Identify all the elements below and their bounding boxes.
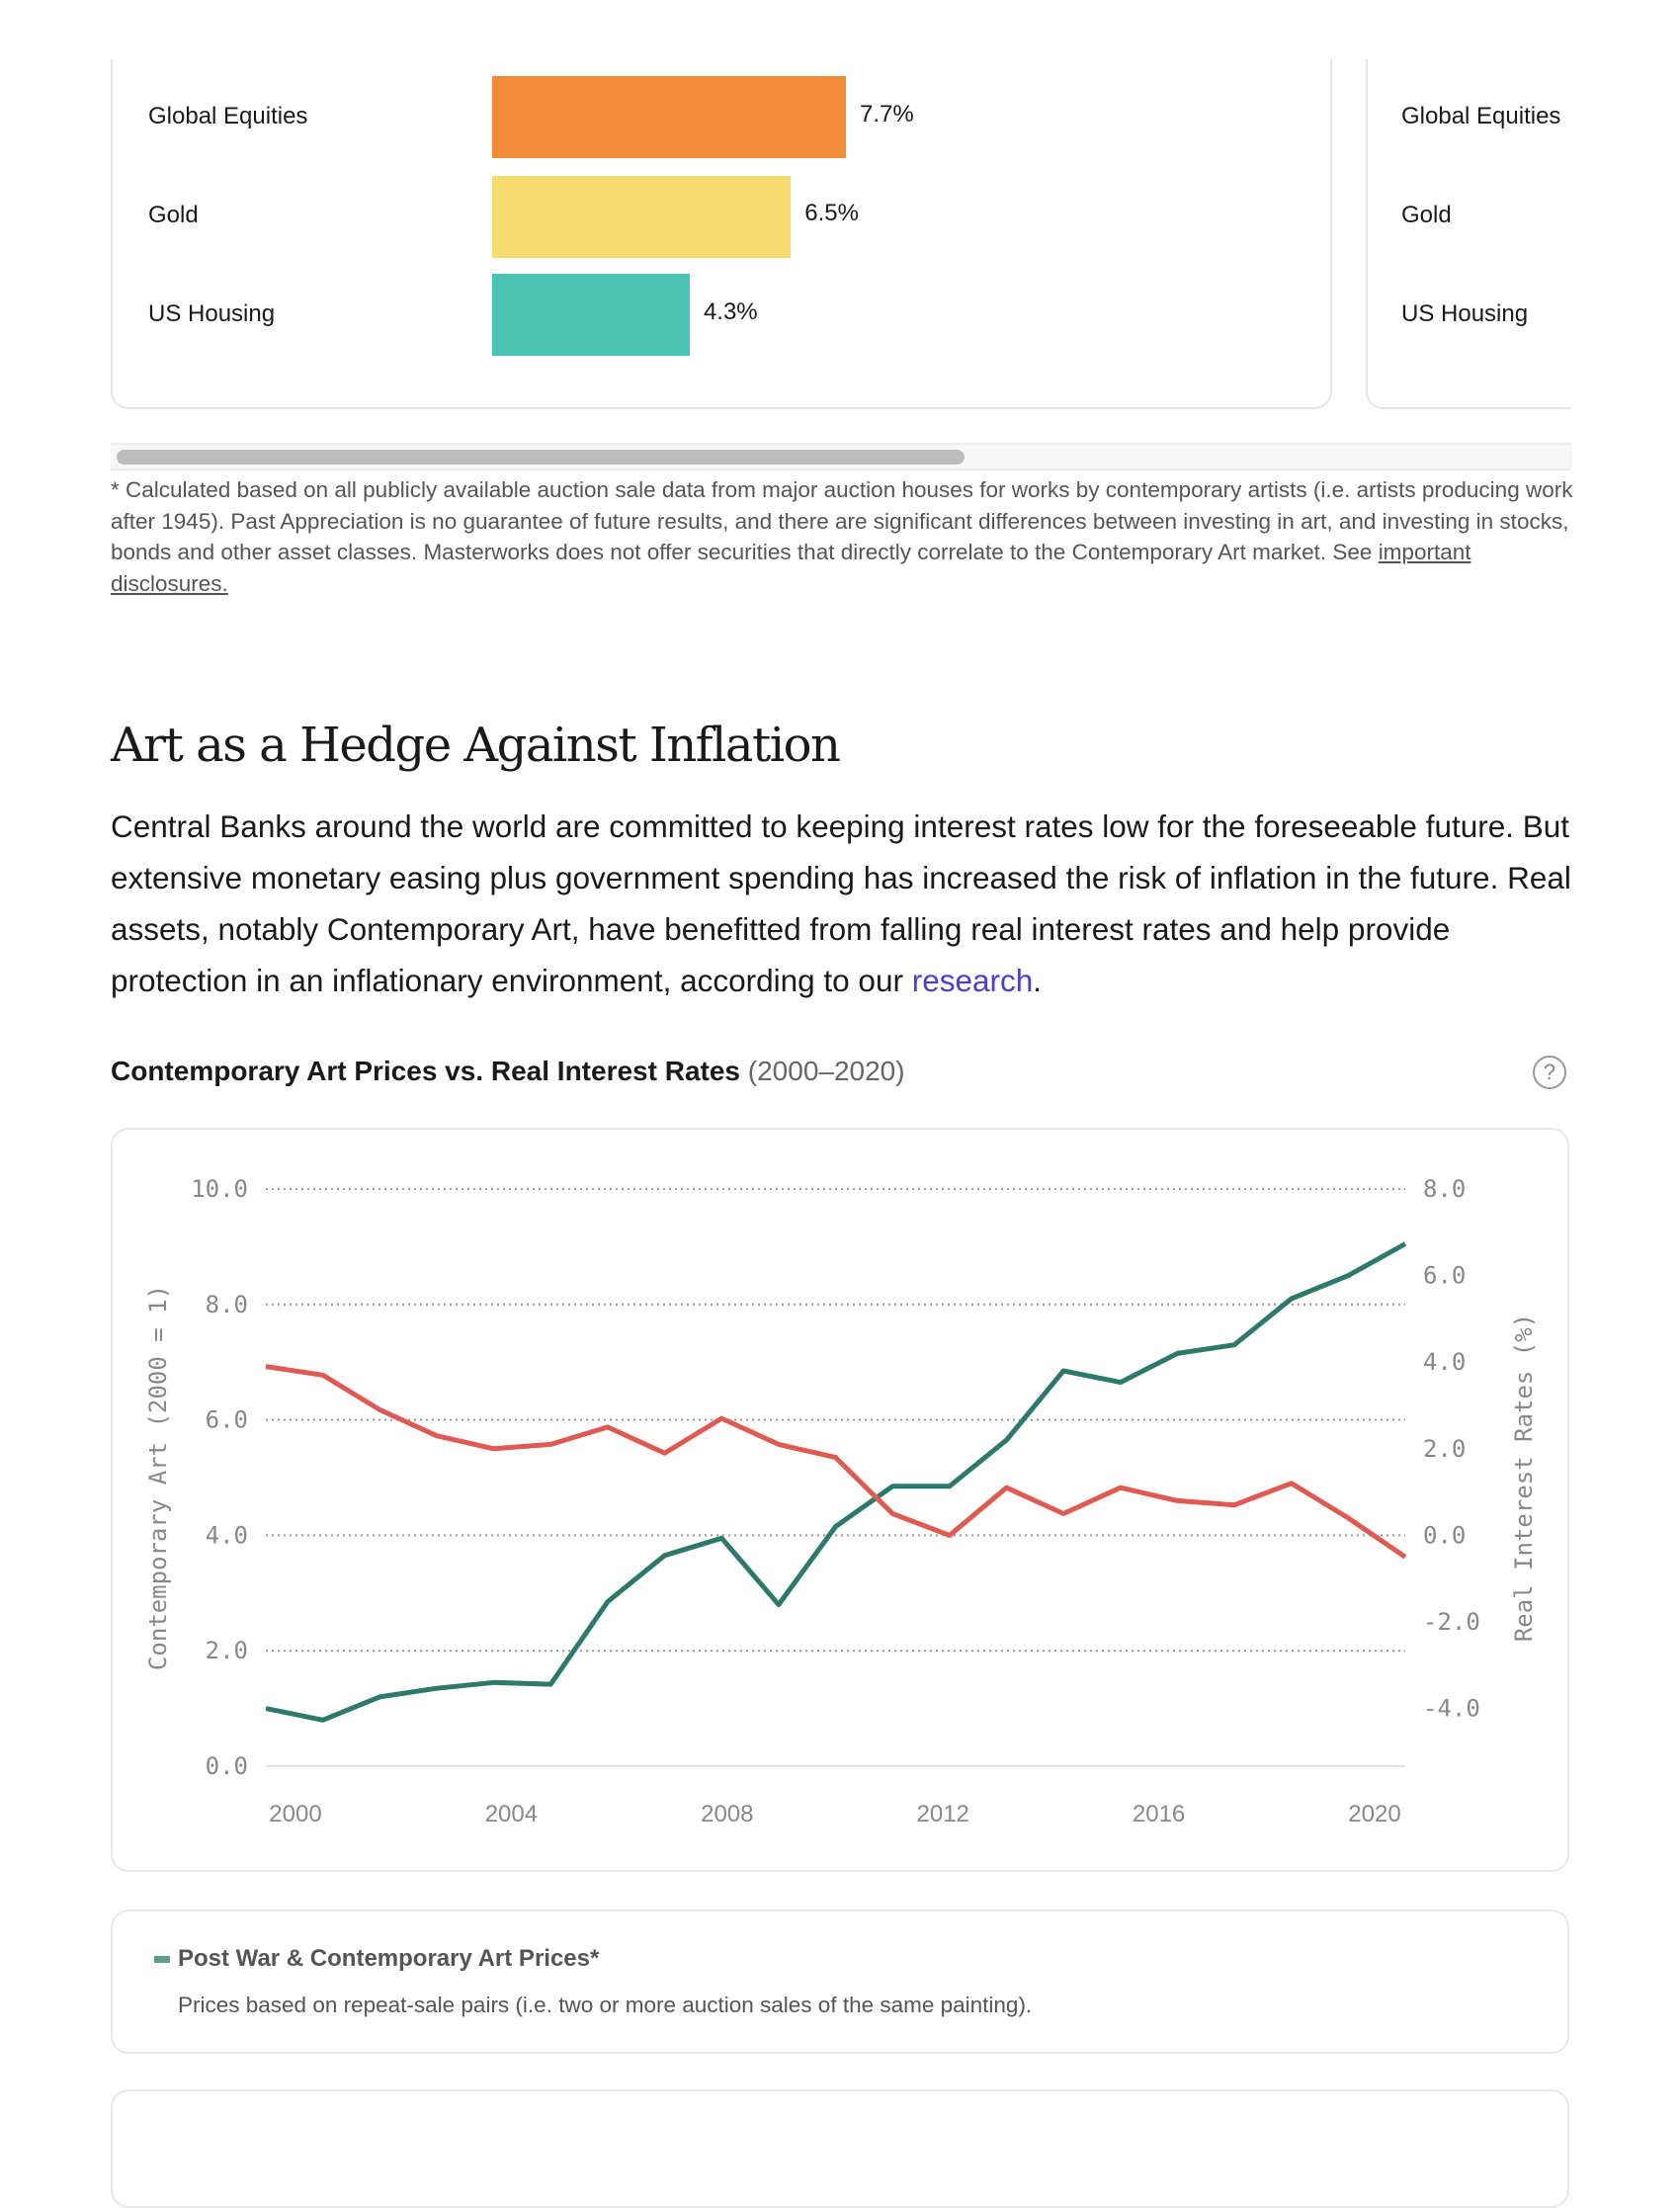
footnote: * Calculated based on all publicly avail… [111,474,1573,599]
y-right-tick-label: 2.0 [1423,1435,1466,1463]
section-paragraph: Central Banks around the world are commi… [111,801,1583,1006]
series-line-art-prices [266,1244,1405,1721]
y-right-axis-label: Real Interest Rates (%) [1510,1314,1538,1642]
x-tick-label: 2016 [1133,1801,1185,1827]
y-tick-label: 0.0 [206,1752,248,1780]
y-tick-label: 10.0 [191,1175,248,1203]
chart-subtitle: (2000–2020) [748,1056,905,1086]
question-circle-icon[interactable]: ? [1533,1056,1566,1089]
bar-label: US Housing [148,300,275,328]
bar-gold [492,176,791,258]
chart-title: Contemporary Art Prices vs. Real Interes… [111,1056,905,1087]
y-axis-label: Contemporary Art (2000 = 1) [144,1285,172,1670]
returns-card: Global Equities Gold US Housing 7.7% 6.5… [111,59,1332,409]
bar-value: 4.3% [704,298,758,326]
bar-label: Gold [1401,202,1452,229]
y-tick-label: 2.0 [206,1637,248,1664]
legend-title: Post War & Contemporary Art Prices* [178,1945,599,1973]
chart-card: 0.0 2.0 4.0 6.0 8.0 10.0 -4.0 -2.0 0.0 2.0 4.0 6.0 8… [111,1128,1569,1872]
x-tick-label: 2020 [1348,1801,1400,1827]
y-right-tick-label: 6.0 [1423,1262,1466,1290]
bar-global-equities [492,76,846,158]
y-right-tick-label: 0.0 [1423,1521,1466,1549]
bar-label: Gold [148,202,199,229]
y-right-tick-label: -4.0 [1423,1695,1480,1723]
x-tick-label: 2008 [701,1801,753,1827]
research-link[interactable]: research [912,963,1034,998]
x-tick-label: 2012 [917,1801,969,1827]
legend-description: Prices based on repeat-sale pairs (i.e. … [178,1993,1032,2018]
next-card [111,2089,1569,2208]
x-tick-label: 2004 [485,1801,538,1827]
scrollbar-thumb[interactable] [117,450,965,465]
y-right-tick-label: 8.0 [1423,1175,1466,1203]
bar-us-housing [492,274,690,356]
y-tick-label: 8.0 [206,1291,248,1318]
legend-swatch [154,1956,170,1963]
y-right-tick-label: -2.0 [1423,1608,1480,1636]
bar-label: US Housing [1401,300,1528,328]
x-tick-label: 2000 [269,1801,321,1827]
bar-label: Global Equities [148,103,307,130]
y-tick-label: 4.0 [206,1521,248,1549]
y-tick-label: 6.0 [206,1406,248,1434]
legend-card: Post War & Contemporary Art Prices* Pric… [111,1910,1569,2054]
bar-value: 7.7% [860,101,914,128]
y-right-tick-label: 4.0 [1423,1348,1466,1376]
bar-value: 6.5% [804,200,859,227]
line-chart: 0.0 2.0 4.0 6.0 8.0 10.0 -4.0 -2.0 0.0 2.0 4.0 6.0 8… [113,1130,1571,1874]
bar-label: Global Equities [1401,103,1560,130]
horizontal-scrollbar[interactable] [111,443,1571,470]
section-heading: Art as a Hedge Against Inflation [111,718,839,773]
